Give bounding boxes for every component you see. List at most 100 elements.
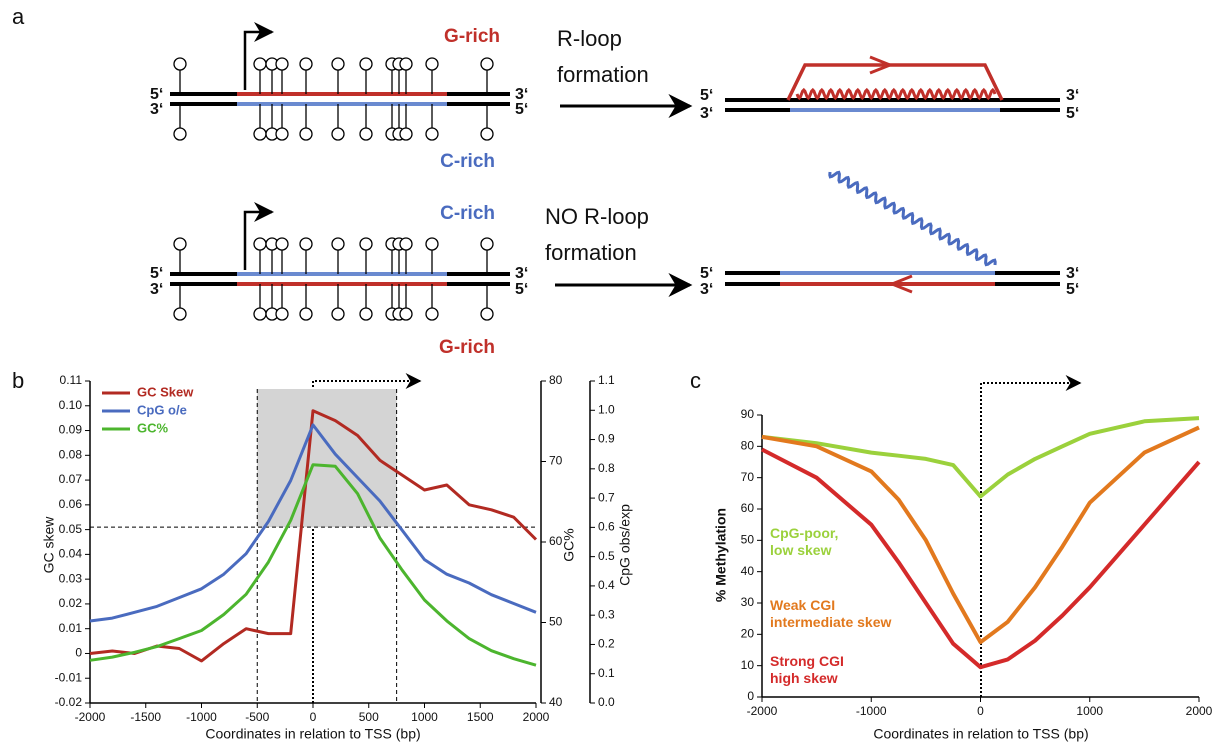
legend-label: GC% (137, 420, 169, 435)
y2-tick-label: 50 (549, 615, 563, 629)
methyl-site (331, 237, 345, 251)
y-tick-label: 0.09 (59, 423, 83, 437)
strand-end: 3‘ (150, 101, 163, 118)
y-tick-label: 30 (741, 595, 755, 609)
axis-label: CpG obs/exp (617, 504, 633, 586)
y2-tick-label: 40 (549, 695, 563, 709)
data-line (761, 425, 1200, 645)
y-tick-label: 70 (741, 470, 755, 484)
strand-end: 5‘ (515, 101, 528, 118)
x-tick-label: 0 (310, 710, 317, 724)
y-tick-label: 0.07 (59, 472, 83, 486)
y3-tick-label: 1.1 (598, 373, 615, 387)
strand-end: 5‘ (1066, 281, 1079, 298)
methyl-site (299, 127, 313, 141)
c-rich-label: C-rich (440, 151, 495, 172)
x-tick-label: -1500 (130, 710, 161, 724)
strand-end: 5‘ (1066, 105, 1079, 122)
methyl-site (480, 57, 494, 71)
methyl-site (173, 57, 187, 71)
methyl-site (173, 127, 187, 141)
methyl-site (425, 57, 439, 71)
y-tick-label: -0.01 (55, 670, 83, 684)
methyl-site (253, 307, 267, 321)
strand-end: 3‘ (515, 265, 528, 282)
x-tick-label: 1500 (467, 710, 494, 724)
y3-tick-label: 0.9 (598, 432, 615, 446)
y2-tick-label: 60 (549, 534, 563, 548)
methyl-site (331, 307, 345, 321)
y-tick-label: 0.05 (59, 522, 83, 536)
y3-tick-label: 0.8 (598, 461, 615, 475)
strand-direction (869, 55, 895, 75)
x-tick-label: -1000 (186, 710, 217, 724)
x-tick-label: 0 (977, 704, 984, 718)
y-tick-label: 0 (747, 689, 754, 703)
methyl-site (359, 127, 373, 141)
process-label: formation (557, 62, 649, 87)
panel-label: a (12, 4, 25, 29)
x-axis-label: Coordinates in relation to TSS (bp) (205, 726, 420, 742)
y3-tick-label: 0.3 (598, 607, 615, 621)
y-tick-label: 50 (741, 533, 755, 547)
methyl-site (359, 57, 373, 71)
x-tick-label: -2000 (75, 710, 106, 724)
y-tick-label: 0.03 (59, 571, 83, 585)
y-tick-label: 90 (741, 407, 755, 421)
panel-label: c (690, 368, 701, 393)
legend-label: Weak CGI intermediate skew (770, 597, 892, 630)
methyl-site (275, 127, 289, 141)
y-tick-label: 60 (741, 501, 755, 515)
strand-end: 3‘ (700, 105, 713, 122)
methyl-site (299, 57, 313, 71)
y-tick-label: -0.02 (55, 695, 83, 709)
y-tick-label: 80 (741, 439, 755, 453)
data-line (89, 423, 537, 623)
process-label: formation (545, 240, 637, 265)
y2-tick-label: 80 (549, 373, 563, 387)
x-tick-label: 1000 (1076, 704, 1103, 718)
x-tick-label: 2000 (523, 710, 550, 724)
x-tick-label: 1000 (411, 710, 438, 724)
y-tick-label: 40 (741, 564, 755, 578)
x-axis-label: Coordinates in relation to TSS (bp) (873, 726, 1088, 742)
y-tick-label: 0.10 (59, 398, 83, 412)
data-line (761, 416, 1200, 499)
strand-end: 3‘ (1066, 87, 1079, 104)
y-tick-label: 0.08 (59, 447, 83, 461)
strand-end: 3‘ (1066, 265, 1079, 282)
x-tick-label: 2000 (1186, 704, 1213, 718)
displaced-strand (786, 63, 1004, 101)
legend-label: GC Skew (137, 384, 194, 399)
y-tick-label: 0.11 (60, 373, 83, 387)
strand-end: 5‘ (700, 87, 713, 104)
y-tick-label: 0.06 (59, 497, 83, 511)
legend-label: CpG o/e (137, 402, 187, 417)
methyl-site (399, 237, 413, 251)
rna (828, 170, 997, 267)
methyl-site (331, 57, 345, 71)
axis-label: GC% (561, 528, 577, 561)
methyl-site (253, 57, 267, 71)
g-rich-label: G-rich (439, 337, 495, 358)
x-tick-label: -1000 (856, 704, 887, 718)
x-tick-label: -2000 (747, 704, 778, 718)
c-rich-label: C-rich (440, 203, 495, 224)
strand-end: 5‘ (150, 265, 163, 282)
promoter-arrow (243, 202, 274, 270)
methyl-site (173, 307, 187, 321)
x-tick-label: 500 (359, 710, 379, 724)
strand-end: 3‘ (150, 281, 163, 298)
g-rich-label: G-rich (444, 26, 500, 47)
methyl-site (425, 237, 439, 251)
methyl-site (425, 127, 439, 141)
methyl-site (480, 127, 494, 141)
y3-tick-label: 0.1 (598, 666, 615, 680)
axis-label: % Methylation (713, 508, 729, 602)
x-tick-label: -500 (245, 710, 269, 724)
methyl-site (399, 57, 413, 71)
y-tick-label: 0.01 (59, 621, 83, 635)
methyl-site (173, 237, 187, 251)
